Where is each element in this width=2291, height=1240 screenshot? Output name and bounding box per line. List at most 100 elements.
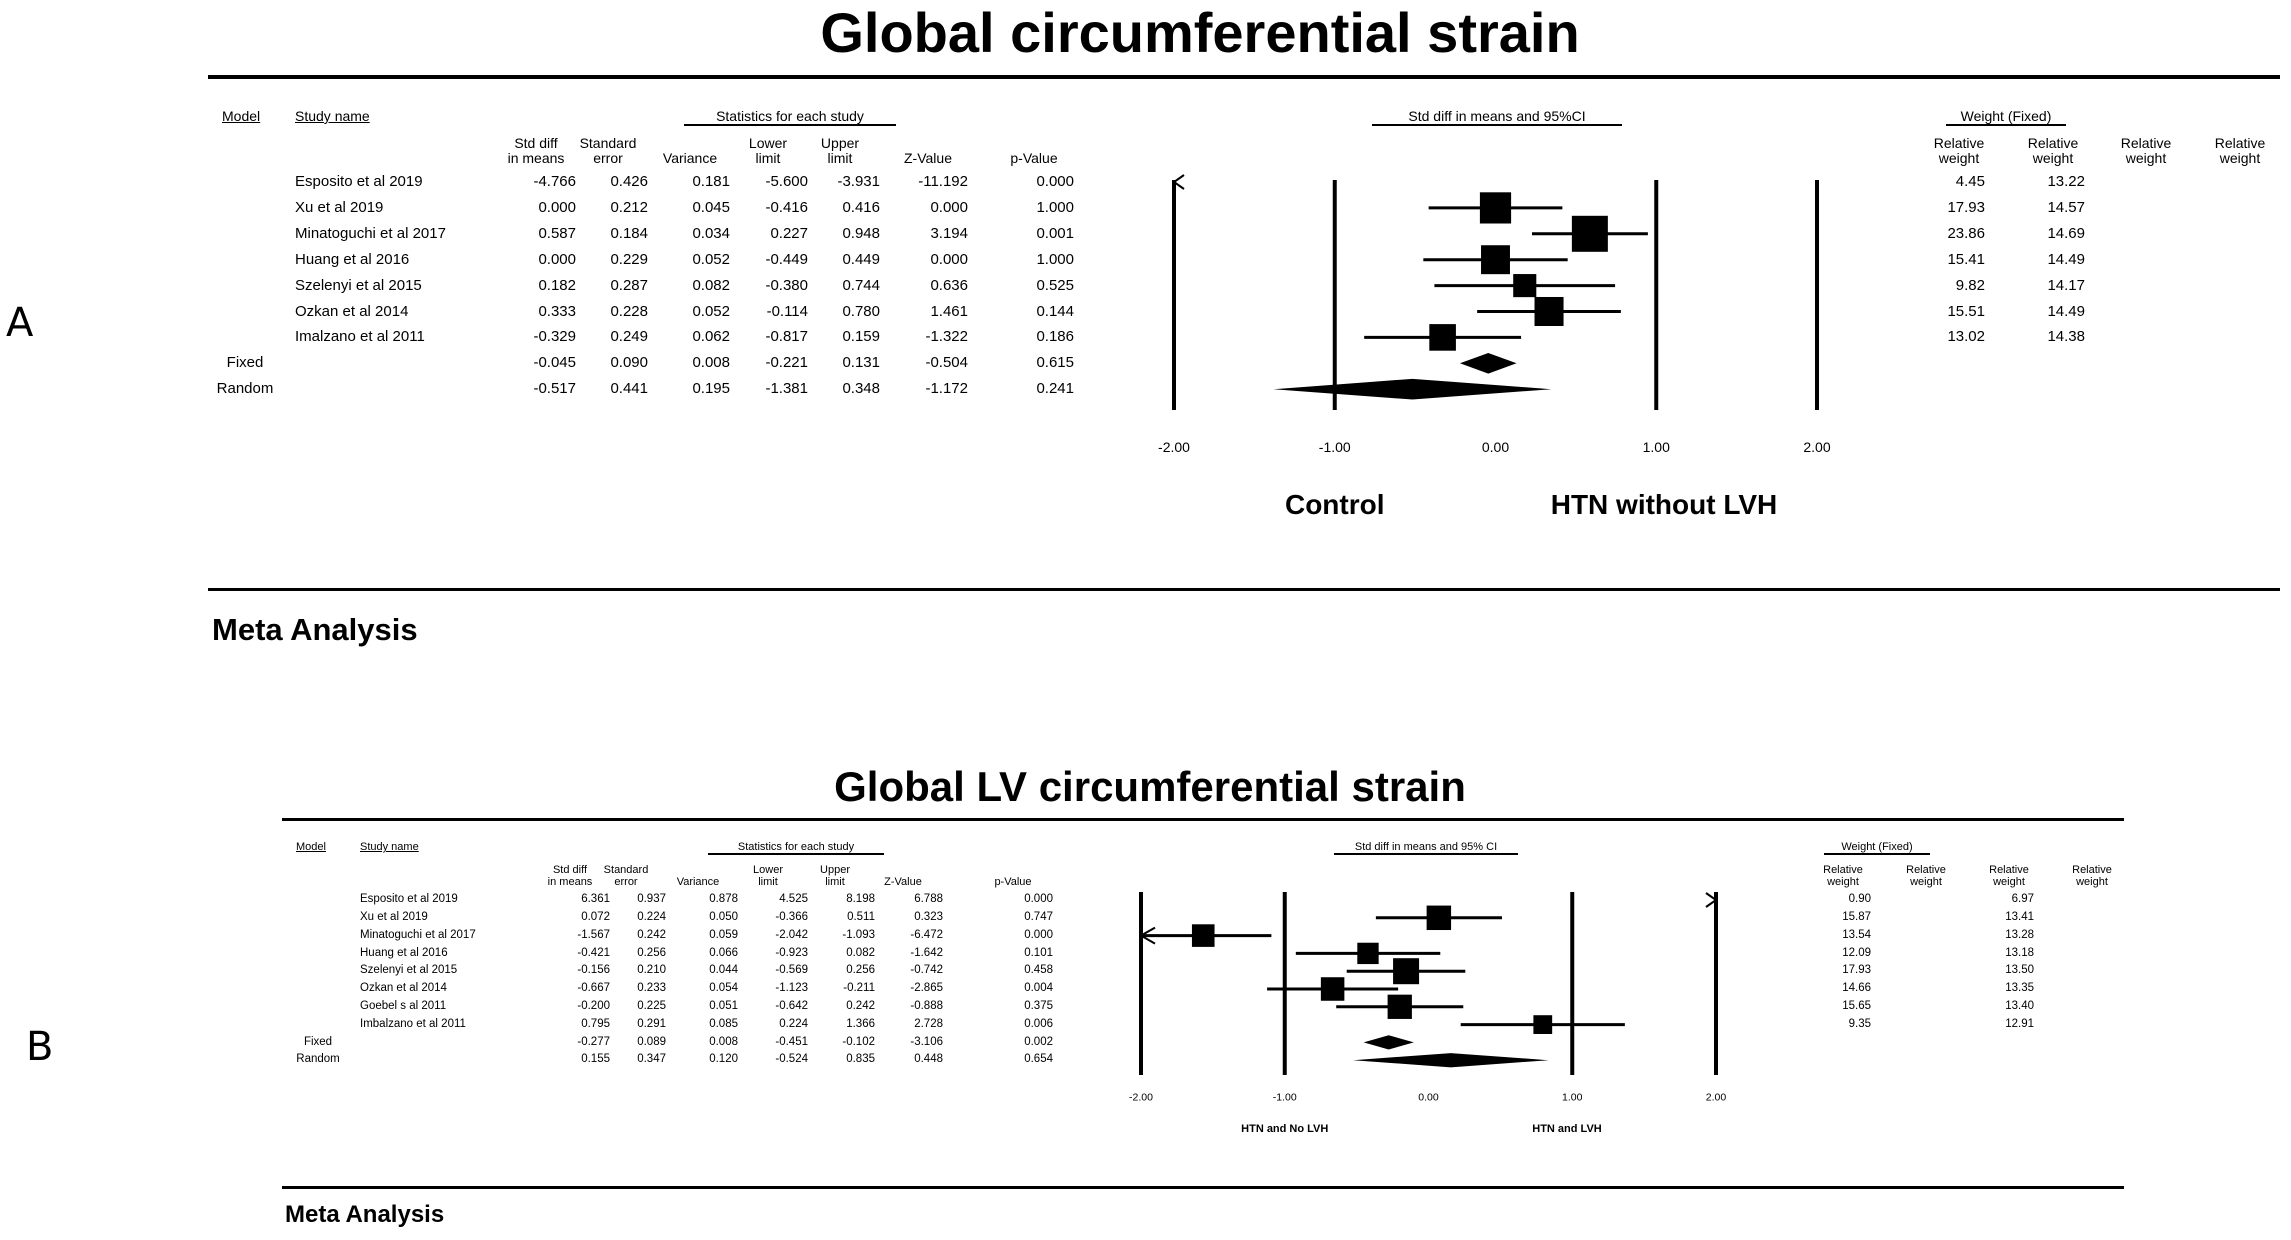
panel-b-row-weight: 12.09 bbox=[1842, 946, 1871, 959]
panel-b-header-model: Model bbox=[296, 841, 326, 853]
panel-a-tick-label: -1.00 bbox=[1319, 439, 1351, 455]
panel-a-row-value: 1.000 bbox=[1036, 198, 1074, 216]
panel-b-row-value: -1.093 bbox=[842, 928, 875, 941]
panel-b-col-header-line: Lower bbox=[753, 864, 783, 876]
panel-a-row-value: 0.449 bbox=[842, 250, 880, 268]
panel-b-row-value: 0.323 bbox=[914, 910, 943, 923]
panel-b-row-value: 0.242 bbox=[846, 999, 875, 1012]
panel-a-col-header-line: Upper bbox=[820, 135, 860, 151]
panel-a-row-value: 0.181 bbox=[692, 173, 730, 190]
panel-a-row-value: -0.817 bbox=[765, 328, 808, 346]
panel-a-row-value: 0.001 bbox=[1036, 224, 1074, 242]
panel-b-row-value: -0.366 bbox=[775, 910, 808, 923]
panel-a-row-study: Szelenyi et al 2015 bbox=[295, 276, 422, 294]
panel-a-row-value: -5.600 bbox=[765, 173, 808, 190]
panel-b-row-value: -0.421 bbox=[577, 946, 610, 959]
panel-b-row-value: -6.472 bbox=[910, 928, 943, 941]
panel-a-row-value: 0.090 bbox=[610, 354, 648, 372]
panel-a-weight-header-line: Relative bbox=[1933, 135, 1985, 151]
panel-a-col-header-0: Std diff in means bbox=[496, 136, 576, 165]
panel-b-row-value: -1.567 bbox=[577, 928, 610, 941]
panel-a-col-header-line: p-Value bbox=[1010, 149, 1058, 166]
panel-a-weight-header-0: Relative weight bbox=[1919, 136, 1999, 165]
panel-b-row-study: Imbalzano et al 2011 bbox=[360, 1017, 466, 1030]
panel-a-row-weight: 13.22 bbox=[2047, 173, 2085, 190]
panel-a-row-model: Random bbox=[216, 380, 274, 398]
panel-b-row-study: Esposito et al 2019 bbox=[360, 893, 458, 906]
panel-a-effect-box bbox=[1429, 324, 1456, 351]
panel-b-row-value: 0.458 bbox=[1024, 964, 1053, 977]
panel-b-weight-header-1: Relative weight bbox=[1886, 864, 1966, 888]
panel-a-row-value: 0.229 bbox=[610, 250, 648, 268]
panel-b-row-value: -0.923 bbox=[775, 946, 808, 959]
panel-a-header-stats-group: Statistics for each study bbox=[684, 108, 896, 126]
panel-b-row-value: -0.211 bbox=[843, 982, 875, 995]
panel-b-row-value: -0.102 bbox=[842, 1035, 875, 1048]
panel-a-weight-header-line: Relative bbox=[2027, 135, 2079, 151]
panel-b-row-weight: 15.87 bbox=[1842, 910, 1871, 923]
panel-b-row-value: -0.667 bbox=[577, 982, 610, 995]
panel-b-row-value: 0.051 bbox=[709, 999, 738, 1012]
panel-a-row-value: -0.449 bbox=[765, 250, 808, 268]
panel-a-row-value: 0.212 bbox=[610, 198, 648, 216]
panel-a-col-header-line: error bbox=[593, 149, 623, 166]
panel-a-row-value: 0.008 bbox=[692, 354, 730, 372]
panel-b-row-weight: 13.35 bbox=[2005, 982, 2034, 995]
panel-b-row-study: Xu et al 2019 bbox=[360, 910, 428, 923]
panel-b-row-study: Goebel s al 2011 bbox=[360, 999, 447, 1012]
panel-a-row-study: Ozkan et al 2014 bbox=[295, 302, 409, 320]
panel-b-row-value: 0.835 bbox=[846, 1053, 875, 1066]
panel-a-effect-box bbox=[1513, 274, 1537, 298]
panel-a-col-header-2: Variance bbox=[650, 150, 730, 166]
panel-a-row-value: 0.195 bbox=[692, 380, 730, 398]
panel-a-row-weight: 14.69 bbox=[2047, 224, 2085, 242]
panel-b-row-weight: 0.90 bbox=[1848, 893, 1871, 906]
panel-a-row-value: 0.241 bbox=[1036, 380, 1074, 398]
panel-b-row-value: 0.072 bbox=[581, 910, 610, 923]
panel-b-row-value: 0.006 bbox=[1024, 1017, 1053, 1030]
panel-b-row-value: 2.728 bbox=[914, 1017, 943, 1030]
panel-b-row-value: 0.448 bbox=[914, 1053, 943, 1066]
panel-a-row-weight: 14.57 bbox=[2047, 198, 2085, 216]
panel-b-row-value: 0.089 bbox=[637, 1035, 666, 1048]
panel-b-row-weight: 13.40 bbox=[2005, 999, 2034, 1012]
panel-a-favours-left: Control bbox=[1285, 489, 1385, 520]
panel-a-offscale-arrow bbox=[1172, 174, 1185, 190]
panel-b-header-study: Study name bbox=[360, 841, 419, 853]
panel-a-row-study: Minatoguchi et al 2017 bbox=[295, 224, 446, 242]
panel-a-weight-header-1: Relative weight bbox=[2013, 136, 2093, 165]
panel-b-row-value: -1.123 bbox=[775, 982, 808, 995]
panel-b-row-value: 0.747 bbox=[1024, 910, 1053, 923]
panel-a-row-value: 0.034 bbox=[692, 224, 730, 242]
panel-a-row-weight: 9.82 bbox=[1955, 276, 1985, 294]
panel-a-row-value: 0.062 bbox=[692, 328, 730, 346]
panel-a-row-value: 0.948 bbox=[842, 224, 880, 242]
panel-a-header-weight-group: Weight (Fixed) bbox=[1946, 108, 2066, 126]
panel-b-row-value: 0.050 bbox=[709, 910, 738, 923]
panel-b-row-value: 0.795 bbox=[581, 1017, 610, 1030]
panel-a-effect-box bbox=[1571, 215, 1608, 252]
panel-a-row-value: 0.525 bbox=[1036, 276, 1074, 294]
panel-b-col-header-0: Std diff in means bbox=[530, 864, 610, 888]
panel-a-row-value: -0.416 bbox=[765, 198, 808, 216]
panel-a-col-header-3: Lower limit bbox=[728, 136, 808, 165]
panel-b-col-header-line: in means bbox=[547, 875, 593, 888]
panel-b-row-weight: 14.66 bbox=[1842, 982, 1871, 995]
panel-a-row-model: Fixed bbox=[226, 354, 264, 372]
panel-a-row-weight: 14.49 bbox=[2047, 250, 2085, 268]
panel-a-row-weight: 23.86 bbox=[1947, 224, 1985, 242]
panel-b-row-value: 0.002 bbox=[1024, 1035, 1053, 1048]
panel-a-row-value: 0.000 bbox=[538, 198, 576, 216]
panel-a-row-value: 0.228 bbox=[610, 302, 648, 320]
panel-b-weight-header-3: Relative weight bbox=[2052, 864, 2132, 888]
panel-b-row-value: 0.256 bbox=[637, 946, 666, 959]
panel-a-row-value: 0.000 bbox=[930, 198, 968, 216]
panel-b-weight-header-line: weight bbox=[1993, 875, 2025, 888]
panel-a-title: Global circumferential strain bbox=[820, 1, 1580, 64]
panel-a-col-header-6: p-Value bbox=[994, 149, 1074, 166]
panel-b-bottom-rule bbox=[282, 1186, 2124, 1189]
panel-b-col-header-6: p-Value bbox=[973, 876, 1053, 889]
panel-a-effect-box bbox=[1534, 296, 1564, 327]
panel-a-weight-header-line: Relative bbox=[2120, 135, 2172, 151]
